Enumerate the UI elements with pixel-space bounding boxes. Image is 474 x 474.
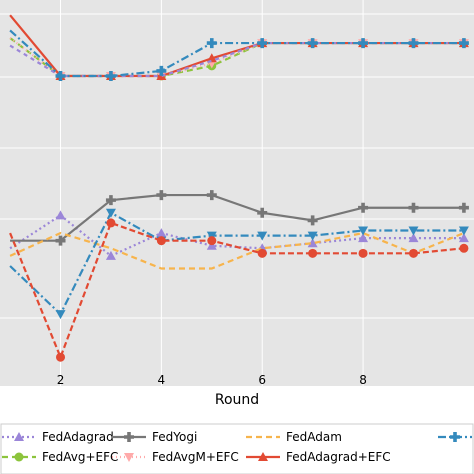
series-layer — [9, 14, 469, 362]
legend-label: FedAdagrad+EFC — [286, 450, 391, 464]
series-line — [9, 221, 465, 361]
data-point — [156, 228, 167, 238]
data-point — [106, 218, 116, 228]
data-point — [156, 190, 167, 201]
data-point — [55, 210, 66, 220]
data-point — [206, 190, 217, 201]
x-tick-label: 4 — [158, 373, 166, 387]
legend-marker — [124, 453, 134, 462]
data-point — [156, 236, 166, 246]
legend-label: FedAdam — [286, 430, 342, 444]
data-point — [105, 71, 116, 81]
series-fedadam — [9, 231, 465, 270]
legend-entry: FedAdagrad — [2, 430, 114, 444]
data-point — [206, 53, 217, 63]
data-point — [308, 248, 318, 258]
series-line — [9, 231, 465, 270]
x-tick-label: 8 — [359, 373, 367, 387]
legend-entry: FedAvg+EFC — [2, 450, 118, 464]
data-point — [307, 38, 318, 49]
legend-marker — [14, 452, 24, 462]
legend-entry: FedAdam — [246, 430, 342, 444]
data-point — [206, 38, 217, 49]
data-point — [408, 248, 418, 258]
legend-marker — [14, 432, 24, 441]
legend-marker — [450, 432, 461, 443]
data-point — [358, 248, 368, 258]
series-line — [9, 37, 464, 78]
data-point — [358, 233, 369, 243]
data-point — [105, 195, 116, 206]
legend-entry — [438, 432, 472, 443]
data-point — [408, 226, 419, 236]
data-point — [105, 250, 116, 260]
series-line — [9, 29, 464, 78]
x-axis-label: Round — [215, 392, 259, 408]
legend-entry: FedYogi — [112, 430, 197, 444]
legend-label: FedAvgM+EFC — [152, 450, 239, 464]
data-point — [458, 202, 469, 213]
data-point — [458, 38, 469, 49]
data-point — [55, 235, 66, 246]
data-point — [56, 352, 66, 362]
plot-background — [0, 0, 474, 386]
data-point — [257, 248, 267, 258]
data-point — [408, 202, 419, 213]
legend-entry: FedAvgM+EFC — [112, 450, 239, 464]
series-unlabeled-8 — [9, 208, 469, 320]
data-point — [358, 38, 369, 49]
data-point — [408, 38, 419, 49]
legend-marker — [124, 432, 134, 443]
legend-marker — [258, 452, 268, 461]
data-point — [458, 233, 469, 243]
x-tick-labels: 2 4 6 8 — [57, 373, 367, 387]
data-point — [257, 231, 268, 241]
legend: FedAdagrad FedYogi FedAdam FedAvg+EFC FedAvg… — [0, 423, 474, 474]
legend-label: FedYogi — [152, 430, 197, 444]
data-point — [358, 202, 369, 213]
data-point — [55, 310, 66, 320]
data-point — [307, 231, 318, 241]
data-point — [55, 71, 66, 81]
series-unlabeled-9 — [9, 218, 469, 362]
series-unlabeled-7 — [9, 29, 469, 81]
data-point — [257, 38, 268, 49]
series-fedyogi — [10, 190, 469, 246]
data-point — [206, 240, 217, 250]
x-tick-label: 6 — [258, 373, 266, 387]
legend-label: FedAdagrad — [42, 430, 114, 444]
data-point — [206, 231, 217, 241]
series-line — [9, 211, 464, 316]
data-point — [458, 226, 469, 236]
data-point — [307, 215, 318, 226]
data-point — [105, 208, 116, 218]
series-line — [10, 193, 464, 242]
data-point — [358, 226, 369, 236]
legend-entry: FedAdagrad+EFC — [246, 450, 391, 464]
x-tick-label: 2 — [57, 373, 65, 387]
data-point — [257, 207, 268, 218]
data-point — [459, 243, 469, 253]
data-point — [408, 233, 419, 243]
legend-label: FedAvg+EFC — [42, 450, 118, 464]
legend-box — [0, 423, 474, 474]
data-point — [156, 65, 167, 76]
data-point — [207, 236, 217, 246]
data-point — [307, 238, 318, 248]
